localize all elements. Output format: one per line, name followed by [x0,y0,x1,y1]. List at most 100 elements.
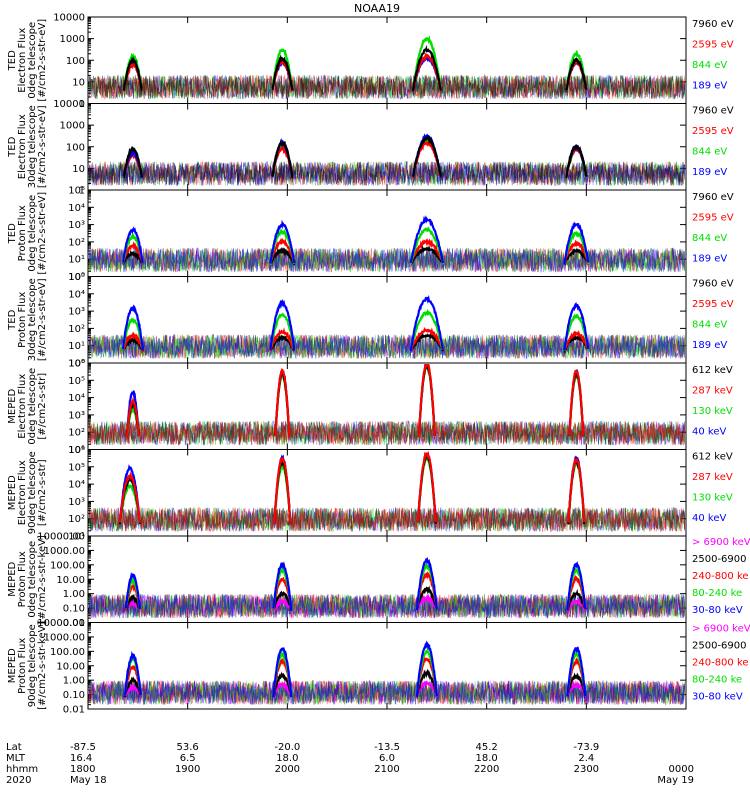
ytick-label: 10 [72,77,85,88]
pass-3-green-trace [411,35,442,91]
ytick-label: 10⁵ [68,462,85,473]
legend-entry: 240-800 ke [692,658,749,669]
ytick-label: 0.01 [63,705,85,716]
y-axis-label: MEPEDProton Flux90deg telescope[#/cm2-s-… [7,622,48,710]
legend-entry: 287 keV [692,386,733,397]
legend-entry: 189 eV [692,81,727,92]
pass-4-black-trace [563,248,589,265]
noise-trace [89,74,685,100]
pass-1-black-trace [123,146,143,179]
ytick-label: 10.00 [56,575,85,586]
y-axis-label: TEDProton Flux30deg telescope[#/cm2-s-st… [7,278,48,361]
footer-lat-value: -73.9 [573,742,599,753]
footer-lat-value: -13.5 [374,742,400,753]
ytick-label: 10 [72,164,85,175]
footer-mlt-value: 6.5 [180,753,196,764]
pass-3-black-trace [409,244,444,265]
legend-entry: 80-240 ke [692,588,742,599]
ytick-label: 10⁶ [68,445,85,456]
legend-entry: 7960 eV [692,279,734,290]
pass-2-blue-trace [269,219,296,264]
pass-1-blue-trace [124,572,141,610]
footer-lat-value: -20.0 [274,742,300,753]
figure-title: NOAA19 [354,2,400,15]
panel-data [89,294,685,360]
legend-entry: 2595 eV [692,40,734,51]
footer-lat-value: -87.5 [70,742,96,753]
legend-entry: 7960 eV [692,106,734,117]
footer-date-value: May 18 [70,775,107,786]
y-axis-label-line: Proton Flux [17,292,28,348]
panel-8: 0.010.101.0010.00100.001000.0010000.00ME… [7,618,750,716]
footer-hhmm-value: 2000 [275,764,300,775]
footer-row-label: MLT [6,753,26,764]
pass-2-black-trace [271,54,294,91]
ytick-label: 0.10 [63,690,85,701]
footer-lat-value: 53.6 [177,742,199,753]
y-axis-label-line: Proton Flux [17,551,28,607]
footer-mlt-value: 6.0 [379,753,395,764]
pass-3-blue-trace [409,215,444,264]
y-axis-label-line: [#/cm2-s-str-keV] [37,535,48,623]
ytick-label: 10000.00 [37,618,85,629]
legend-entry: 30-80 keV [692,605,743,616]
ytick-label: 1000 [60,34,85,45]
pass-4-red-trace [568,369,585,437]
y-axis-label-line: MEPED [7,475,18,510]
ytick-label: 10000.00 [37,532,85,543]
pass-4-black-trace [565,57,588,91]
legend-entry: 612 keV [692,365,733,376]
y-axis-label-line: Electron Flux [17,460,28,525]
panel-6: 10¹ 10² 10³ 10⁴ 10⁵ 10⁶ MEPEDElectron Flux90de… [7,445,733,543]
pass-4-red-trace [563,239,589,265]
ytick-label: 100 [66,56,85,67]
pass-2-black-trace [272,671,293,698]
footer-hhmm-value: 1900 [175,764,200,775]
ytick-label: 1000 [60,121,85,132]
pass-1-black-trace [122,250,144,265]
footer-row-label: 2020 [6,775,31,786]
footer-hhmm-value: 2300 [574,764,599,775]
ytick-label: 10³ [68,307,85,318]
ytick-label: 10⁰ [68,272,85,283]
y-axis-label-line: 0deg telescope [27,368,38,445]
pass-2-blue-trace [272,561,293,611]
pass-4-blue-trace [566,646,587,697]
y-axis-label-line: Proton Flux [17,638,28,694]
pass-3-green-trace [409,308,444,350]
footer-mlt-value: 2.4 [578,753,594,764]
footer-mlt-value: 18.0 [476,753,498,764]
panel-data [89,133,685,187]
ytick-label: 10¹ [68,532,85,543]
pass-4-red-trace [563,330,589,351]
pass-4-blue-trace [563,301,590,351]
legend-entry: 240-800 ke [692,571,749,582]
y-axis-label: TEDProton Flux0deg telescope[#/cm2-s-str… [7,192,48,275]
y-axis-label-line: [#/cm2-s-str-eV] [37,278,48,361]
legend-entry: 30-80 keV [692,692,743,703]
legend-entry: 844 eV [692,60,727,71]
footer-hhmm-value: 2100 [374,764,399,775]
footer-date-value: May 19 [657,775,694,786]
pass-2-red-trace [269,327,295,352]
ytick-label: 10000 [53,99,85,110]
ytick-label: 10³ [68,220,85,231]
legend-entry: 2595 eV [692,299,734,310]
pass-1-red-trace [125,396,140,437]
pass-2-red-trace [269,237,296,265]
pass-3-red-trace [416,450,437,523]
legend-entry: 40 keV [692,427,726,438]
noise-trace [89,506,685,533]
ytick-label: 10¹ [68,445,85,456]
y-axis-label-line: Proton Flux [17,205,28,261]
panel-data [89,557,685,620]
legend-entry: 189 eV [692,340,727,351]
pass-4-blue-trace [563,221,590,265]
pass-2-black-trace [271,140,294,179]
ytick-label: 10³ [68,497,85,508]
ytick-label: 1 [79,99,85,110]
y-axis-label-line: MEPED [7,561,18,596]
panel-data [89,215,685,273]
ytick-label: 10⁴ [68,203,85,214]
